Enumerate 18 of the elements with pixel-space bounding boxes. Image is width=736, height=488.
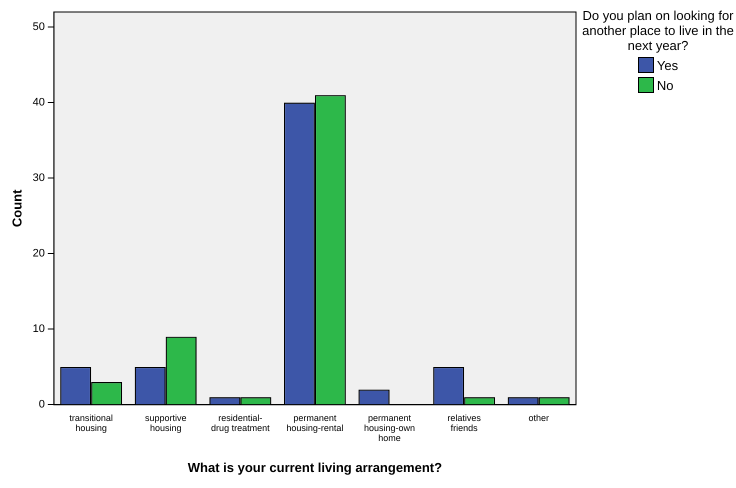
legend-label: Yes	[656, 58, 678, 72]
x-tick-label: residential-drug treatment	[211, 413, 270, 434]
y-tick-label: 40	[32, 96, 45, 109]
x-tick-label: permanent housing-own home	[364, 413, 416, 443]
x-tick-label: transitional housing	[69, 413, 113, 434]
x-tick-label: other	[528, 413, 549, 424]
legend-label: No	[656, 78, 674, 92]
y-tick-label: 0	[38, 398, 45, 411]
x-tick-label: relatives friends	[447, 413, 482, 434]
y-tick-label: 30	[32, 172, 45, 184]
legend-title: Do you plan on looking for another place to live in the next year?	[581, 8, 735, 53]
y-tick-label: 20	[32, 248, 45, 260]
x-tick-label: permanent housing-rental	[286, 413, 344, 434]
y-axis-title: Count	[9, 188, 24, 228]
y-tick-label: 10	[32, 323, 45, 336]
y-tick-label: 50	[32, 21, 45, 34]
x-tick-label: supportive housing	[144, 413, 186, 434]
x-axis-title: What is your current living arrangement?	[188, 460, 442, 475]
